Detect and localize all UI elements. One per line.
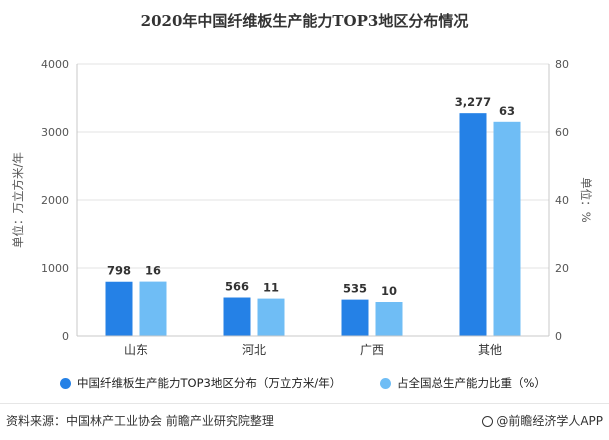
x-tick-label: 其他: [478, 343, 502, 357]
data-label-series-2: 11: [263, 281, 279, 295]
y-tick-label-left: 1000: [41, 262, 69, 275]
data-label-series-1: 798: [107, 264, 131, 278]
legend-label-series-2: 占全国总生产能力比重（%）: [397, 376, 546, 390]
legend-swatch-series-2: [380, 377, 391, 389]
bar-series-1: [223, 297, 251, 336]
source-note: 资料来源：中国林产工业协会 前瞻产业研究院整理: [6, 414, 274, 428]
brand-credit-text: @前瞻经济学人APP: [496, 414, 603, 428]
bar-series-1: [459, 113, 487, 336]
y-tick-label-left: 2000: [41, 194, 69, 207]
bar-series-1: [341, 299, 369, 336]
x-tick-label: 广西: [360, 343, 384, 357]
bar-series-2: [257, 298, 285, 336]
x-tick-label: 河北: [242, 343, 266, 357]
y-tick-label-left: 3000: [41, 126, 69, 139]
x-tick-label: 山东: [124, 343, 148, 357]
data-label-series-1: 3,277: [455, 95, 491, 109]
brand-credit: @前瞻经济学人APP: [482, 412, 603, 429]
data-label-series-2: 63: [499, 104, 515, 118]
data-label-series-1: 535: [343, 282, 367, 296]
y-tick-label-right: 60: [555, 126, 569, 139]
legend-label-series-1: 中国纤维板生产能力TOP3地区分布（万立方米/年）: [77, 376, 342, 390]
legend-swatch-series-1: [60, 377, 71, 389]
data-label-series-1: 566: [225, 280, 249, 294]
y-tick-label-left: 4000: [41, 58, 69, 71]
y-tick-label-right: 20: [555, 262, 569, 275]
bar-series-2: [375, 302, 403, 336]
brand-logo-icon: [482, 416, 494, 427]
chart-title: 2020年中国纤维板生产能力TOP3地区分布情况: [140, 12, 469, 30]
bar-series-2: [139, 281, 167, 336]
y-tick-label-left: 0: [62, 330, 69, 343]
y-tick-label-right: 40: [555, 194, 569, 207]
data-label-series-2: 10: [381, 284, 397, 298]
legend-item-series-1[interactable]: 中国纤维板生产能力TOP3地区分布（万立方米/年）: [60, 375, 341, 391]
y-tick-label-right: 80: [555, 58, 569, 71]
data-label-series-2: 16: [145, 264, 161, 278]
legend: 中国纤维板生产能力TOP3地区分布（万立方米/年） 占全国总生产能力比重（%）: [60, 375, 609, 393]
y-tick-label-right: 0: [555, 330, 562, 343]
footer: 资料来源：中国林产工业协会 前瞻产业研究院整理 @前瞻经济学人APP: [0, 403, 609, 440]
y-axis-title-right: 单位：%: [579, 177, 593, 222]
bar-series-2: [493, 121, 521, 336]
legend-item-series-2[interactable]: 占全国总生产能力比重（%）: [380, 375, 546, 391]
bar-series-1: [105, 281, 133, 336]
y-axis-title-left: 单位：万立方米/年: [11, 152, 25, 248]
